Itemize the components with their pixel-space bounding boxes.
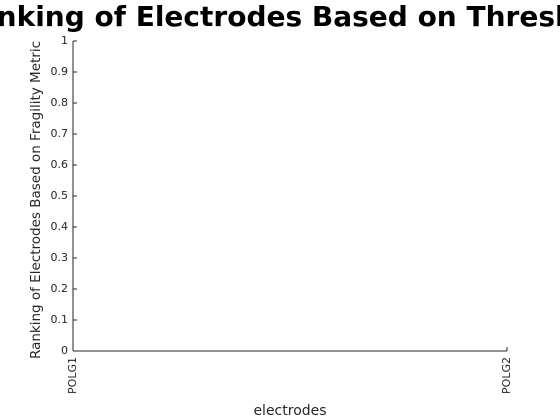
x-axis-label: electrodes — [253, 403, 326, 419]
y-tick-label: 0.7 — [51, 127, 69, 140]
y-axis-label: Ranking of Electrodes Based on Fragility… — [28, 41, 44, 359]
chart-title: Ranking of Electrodes Based on Threshold — [0, 0, 560, 33]
x-tick-label: POLG2 — [500, 357, 513, 394]
y-tick-label: 0.3 — [51, 251, 69, 264]
y-tick-label: 0.8 — [51, 96, 69, 109]
y-tick-label: 1 — [61, 34, 68, 47]
y-tick-label: 0.9 — [51, 65, 69, 78]
y-tick-label: 0.1 — [51, 313, 69, 326]
y-tick-label: 0 — [61, 344, 68, 357]
y-tick-label: 0.2 — [51, 282, 69, 295]
x-tick-label: POLG1 — [66, 357, 79, 394]
y-tick-label: 0.6 — [51, 158, 69, 171]
y-tick-label: 0.4 — [51, 220, 69, 233]
y-tick-label: 0.5 — [51, 189, 69, 202]
